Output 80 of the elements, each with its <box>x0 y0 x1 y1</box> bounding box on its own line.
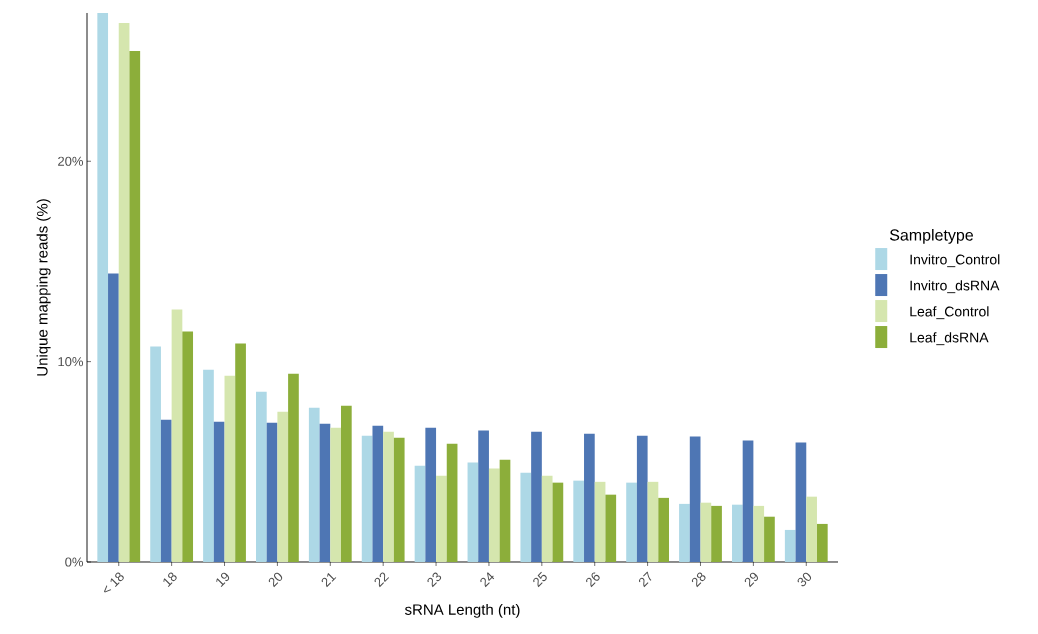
x-tick-label: 19 <box>216 572 230 587</box>
bar <box>594 481 606 562</box>
y-tick-label: 20% <box>58 156 84 166</box>
x-tick-label: 30 <box>797 572 812 587</box>
bar <box>488 468 500 562</box>
bar <box>636 435 648 562</box>
x-axis-title: sRNA Length (nt) <box>404 603 520 618</box>
legend-label: Leaf_Control <box>910 306 989 320</box>
bar <box>277 411 289 562</box>
x-tick-label: 23 <box>427 572 442 588</box>
bar <box>160 419 172 562</box>
bar <box>584 433 595 562</box>
bar <box>288 373 299 562</box>
y-tick-label: 10% <box>58 357 84 367</box>
legend-label: Invitro_dsRNA <box>910 280 1000 294</box>
bar <box>573 480 585 562</box>
bar <box>605 494 617 562</box>
x-tick-label: 18 <box>163 572 177 587</box>
bar <box>383 431 394 562</box>
bar <box>806 496 817 562</box>
y-axis-title: Unique mapping reads (%) <box>36 199 51 376</box>
bar <box>731 504 743 562</box>
bar <box>171 309 183 562</box>
bar <box>118 23 130 562</box>
bar <box>795 442 807 562</box>
bar <box>711 505 722 562</box>
bar <box>150 346 161 562</box>
bar <box>520 472 532 562</box>
bar <box>266 422 278 562</box>
bar <box>414 465 426 562</box>
bar <box>658 497 670 562</box>
bar <box>308 407 320 562</box>
y-tick-label: 0% <box>65 557 84 567</box>
bar <box>340 405 352 562</box>
bar <box>213 421 225 562</box>
bar <box>224 375 236 562</box>
x-tick-label: 28 <box>691 572 706 588</box>
bar <box>742 440 754 562</box>
bar <box>446 443 458 562</box>
bar <box>626 482 637 562</box>
x-tick-label: 22 <box>374 572 390 588</box>
bar <box>436 475 447 562</box>
x-tick-label: < 18 <box>103 572 124 593</box>
x-tick-label: 25 <box>533 571 547 588</box>
bar <box>393 437 405 562</box>
bar <box>97 12 109 562</box>
legend-title: Sampletype <box>889 228 973 244</box>
bar <box>108 273 119 562</box>
bar <box>764 516 775 562</box>
bar <box>689 436 701 562</box>
x-tick-label: 24 <box>480 572 495 588</box>
bar <box>203 369 214 562</box>
legend-label: Invitro_Control <box>910 254 1000 268</box>
bar <box>467 462 479 562</box>
x-tick-label: 27 <box>638 571 652 588</box>
legend-label: Leaf_dsRNA <box>910 332 989 346</box>
bar <box>784 529 796 562</box>
bar <box>753 505 765 562</box>
bar <box>256 391 267 562</box>
bar <box>700 502 712 562</box>
bar <box>319 423 331 562</box>
bar <box>372 425 384 562</box>
x-tick-label: 21 <box>321 573 337 588</box>
bar <box>330 427 341 562</box>
bar <box>425 427 437 562</box>
bar <box>647 481 659 562</box>
bar <box>478 430 489 562</box>
bar <box>552 482 564 562</box>
bar <box>235 343 246 562</box>
bar <box>129 51 141 562</box>
bar <box>541 475 553 562</box>
bar <box>499 459 511 562</box>
bar <box>361 435 373 562</box>
x-tick-label: 26 <box>586 572 600 588</box>
bar <box>182 331 194 562</box>
bar <box>679 503 690 562</box>
x-tick-label: 20 <box>268 572 283 588</box>
bar <box>531 431 542 562</box>
bar <box>816 523 828 562</box>
x-tick-label: 29 <box>744 572 759 588</box>
